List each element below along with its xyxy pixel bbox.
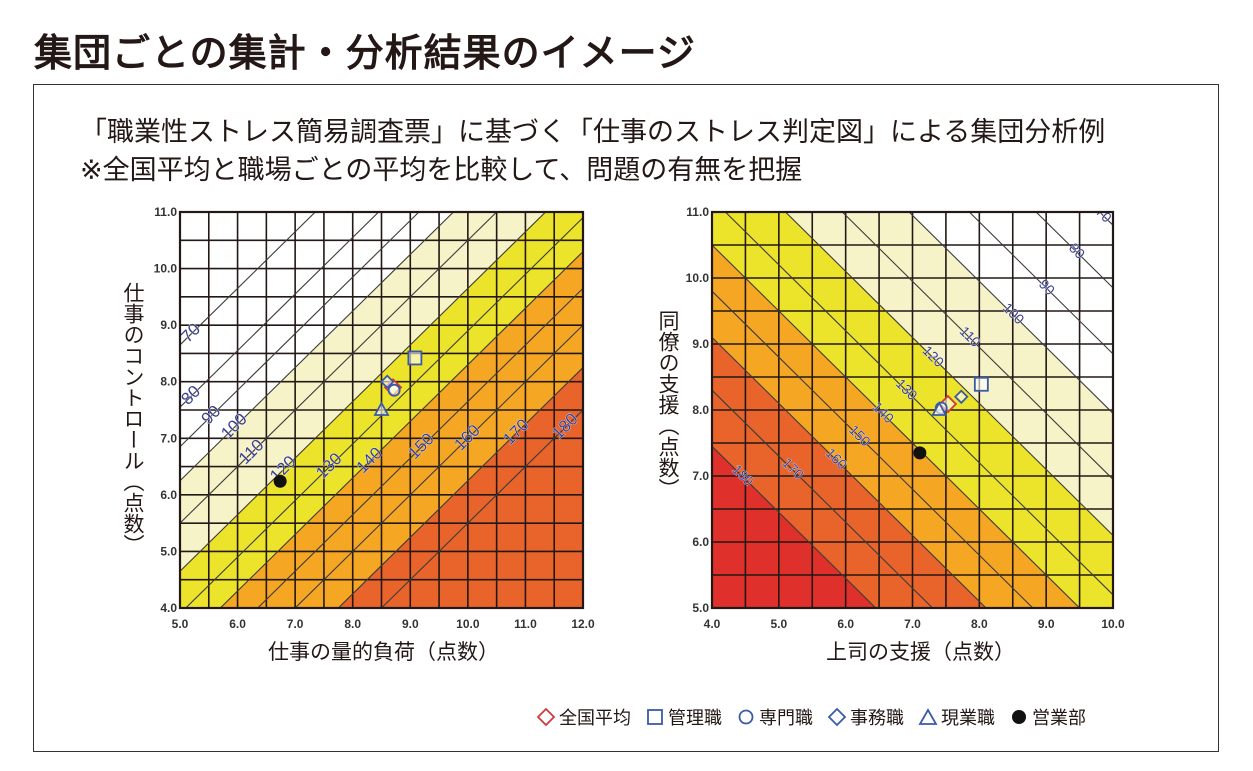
x-tick-label: 4.0 — [704, 617, 721, 631]
data-point-dot — [273, 474, 287, 488]
x-tick-label: 10.0 — [1101, 617, 1125, 631]
contour-line-110 — [841, 212, 1113, 481]
data-point-triangle — [373, 401, 390, 416]
diamond-icon — [536, 707, 556, 727]
triangle-icon — [918, 708, 938, 725]
y-tick-label: 7.0 — [160, 431, 177, 445]
plot-border — [178, 210, 585, 610]
legend-label: 現業職 — [941, 708, 995, 729]
y-tick-label: 6.0 — [692, 535, 709, 549]
contour-line-170 — [712, 389, 934, 608]
subtitle-line-1: 「職業性ストレス簡易調査票」に基づく「仕事のストレス判定図」による集団分析例 — [80, 117, 1106, 148]
contour-line-160 — [294, 324, 583, 608]
contour-line-150 — [712, 290, 1034, 608]
x-tick-label: 7.0 — [904, 617, 921, 631]
x-tick-label: 5.0 — [770, 617, 787, 631]
contour-line-170 — [337, 366, 583, 608]
contour-line-100 — [908, 212, 1113, 415]
y-tick-label: 11.0 — [686, 205, 709, 219]
diamond-icon — [827, 707, 847, 727]
data-point-triangle — [931, 401, 948, 416]
data-point-square — [407, 350, 423, 366]
y-tick-label: 11.0 — [154, 205, 177, 219]
legend-item-professional: 専門職 — [736, 704, 813, 730]
y-tick-label: 9.0 — [692, 337, 709, 351]
y-tick-label: 5.0 — [692, 601, 709, 615]
legend-item-national-average: 全国平均 — [536, 704, 631, 730]
page-title: 集団ごとの集計・分析結果のイメージ — [34, 31, 696, 75]
circle-icon — [738, 709, 754, 725]
x-tick-label: 11.0 — [514, 617, 537, 631]
legend-item-clerical: 事務職 — [827, 704, 904, 730]
contour-line-120 — [180, 212, 547, 572]
dot-icon — [1012, 710, 1026, 724]
contour-line-160 — [712, 336, 987, 608]
y-tick-label: 7.0 — [692, 469, 709, 483]
plot-border — [710, 210, 1115, 610]
x-tick-label: 9.0 — [1038, 617, 1055, 631]
contour-line-90 — [180, 212, 420, 448]
y-tick-label: 6.0 — [160, 488, 177, 502]
y-tick-label: 5.0 — [160, 544, 177, 558]
y-axis-label-left: 仕事のコントロール（点数） — [121, 282, 145, 555]
x-axis-label-right: 上司の支援（点数） — [826, 640, 1015, 664]
legend-label: 営業部 — [1032, 708, 1086, 729]
legend-item-sales-dept: 営業部 — [1009, 704, 1086, 730]
y-tick-label: 9.0 — [160, 318, 177, 332]
x-tick-label: 12.0 — [571, 617, 595, 631]
x-axis-label-left: 仕事の量的負荷（点数） — [268, 640, 499, 664]
legend: 全国平均 管理職 専門職 事務職 現業職 営業部 — [536, 704, 1086, 730]
data-point-dot — [913, 446, 927, 460]
legend-label: 全国平均 — [559, 708, 631, 729]
y-axis-label-right: 同僚の支援（点数） — [656, 310, 680, 499]
data-point-diamond — [954, 389, 969, 405]
x-tick-label: 8.0 — [971, 617, 988, 631]
square-icon — [647, 709, 663, 725]
legend-item-field-work: 現業職 — [918, 704, 995, 730]
x-tick-label: 8.0 — [344, 617, 361, 631]
contour-line-140 — [712, 244, 1081, 608]
subtitle-line-2: ※全国平均と職場ごとの平均を比較して、問題の有無を把握 — [80, 155, 803, 186]
data-point-diamond — [379, 374, 395, 389]
contour-line-100 — [180, 212, 455, 482]
x-tick-label: 5.0 — [172, 617, 189, 631]
contour-line-130 — [724, 212, 1113, 596]
y-tick-label: 8.0 — [692, 403, 709, 417]
legend-label: 専門職 — [759, 708, 813, 729]
contour-line-140 — [219, 250, 583, 608]
y-tick-label: 8.0 — [160, 375, 177, 389]
y-tick-label: 10.0 — [686, 271, 710, 285]
y-tick-label: 10.0 — [154, 262, 178, 276]
y-tick-label: 4.0 — [160, 601, 177, 615]
contour-line-120 — [784, 212, 1113, 537]
legend-label: 事務職 — [850, 708, 904, 729]
contour-line-150 — [256, 287, 583, 608]
contour-line-110 — [180, 212, 498, 524]
legend-label: 管理職 — [668, 708, 722, 729]
x-tick-label: 6.0 — [229, 617, 246, 631]
legend-item-management: 管理職 — [645, 704, 722, 730]
data-point-circle — [387, 383, 401, 397]
data-point-square — [973, 376, 989, 392]
x-tick-label: 6.0 — [837, 617, 854, 631]
x-tick-label: 7.0 — [287, 617, 304, 631]
content-frame — [33, 84, 1219, 752]
x-tick-label: 9.0 — [402, 617, 419, 631]
x-tick-label: 10.0 — [456, 617, 480, 631]
